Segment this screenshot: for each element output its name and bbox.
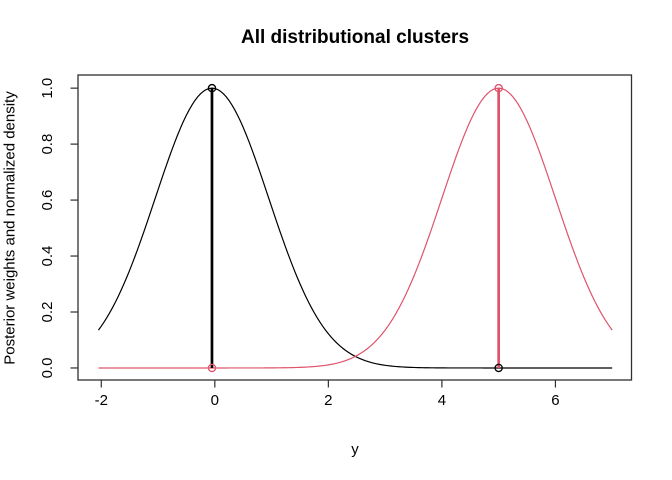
density-curves <box>97 87 613 369</box>
x-tick-label: -2 <box>95 392 108 409</box>
x-tick-label: 6 <box>551 392 559 409</box>
plot-border <box>77 74 633 381</box>
x-axis-ticks: -2 0 2 4 6 <box>95 380 560 409</box>
x-axis-label: y <box>351 441 359 458</box>
y-tick-label: 0.8 <box>39 134 56 155</box>
y-tick-label: 0.0 <box>39 358 56 379</box>
y-axis-ticks: 0.0 0.2 0.4 0.6 0.8 1.0 <box>39 78 78 379</box>
weight-point-1 <box>207 83 217 93</box>
y-tick-label: 0.4 <box>39 246 56 267</box>
weight-points <box>207 83 503 373</box>
density-curve-2 <box>98 87 613 369</box>
weight-point-4 <box>494 363 503 373</box>
y-tick-label: 0.6 <box>39 190 56 211</box>
x-tick-label: 0 <box>211 392 219 409</box>
x-tick-label: 2 <box>324 392 332 409</box>
weight-point-3 <box>494 83 503 93</box>
y-tick-label: 1.0 <box>39 78 56 99</box>
weight-point-2 <box>207 363 217 373</box>
x-tick-label: 4 <box>438 392 446 409</box>
y-tick-label: 0.2 <box>39 302 56 323</box>
plot-title: All distributional clusters <box>240 27 470 48</box>
weight-lines <box>210 88 501 368</box>
density-curve-1 <box>97 87 613 369</box>
